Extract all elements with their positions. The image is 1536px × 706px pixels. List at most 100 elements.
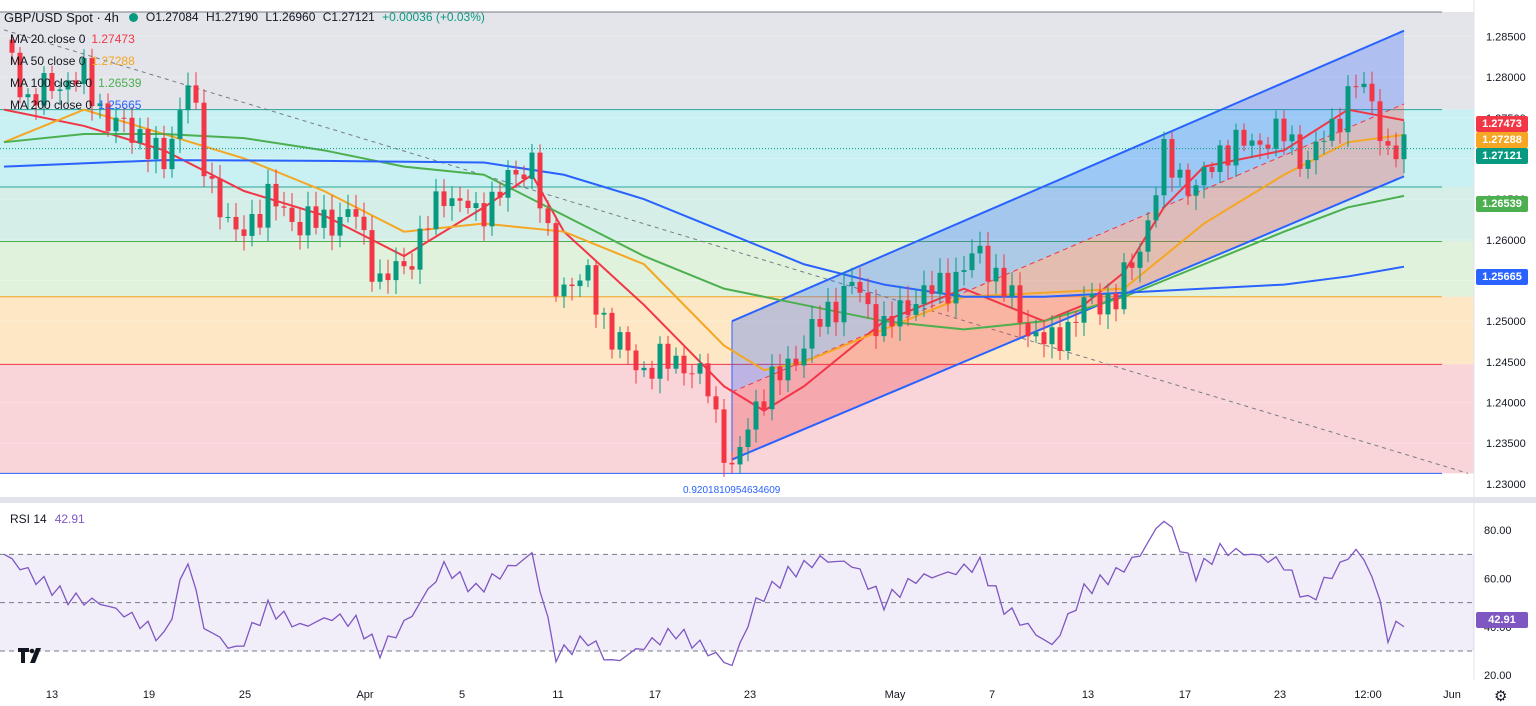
candle-body	[809, 318, 815, 349]
candle-body	[1073, 321, 1079, 323]
time-tick-label: 23	[744, 689, 756, 701]
candle-body	[897, 300, 903, 327]
candle-body	[9, 39, 15, 53]
candle-body	[265, 183, 271, 228]
candle-body	[257, 214, 263, 228]
fib-level-label: 0.9201810954634609	[683, 485, 781, 496]
candle-body	[49, 73, 55, 91]
candle-body	[857, 281, 863, 293]
candle-body	[1329, 118, 1335, 141]
time-tick-label: 11	[552, 689, 563, 701]
time-tick-label: 17	[649, 689, 661, 701]
candle-body	[1025, 322, 1031, 337]
candle-body	[953, 271, 959, 304]
ohlc-values: O1.27084 H1.27190 L1.26960 C1.27121 +0.0…	[146, 10, 489, 24]
candle-body	[313, 206, 319, 228]
rsi-tick-label: 60.00	[1484, 574, 1512, 586]
rsi-name: RSI 14	[10, 512, 47, 526]
price-tag-ma200: 1.25665	[1476, 269, 1528, 285]
candle-body	[777, 366, 783, 381]
candle-body	[249, 214, 255, 236]
candle-body	[753, 401, 759, 430]
candle-body	[1001, 267, 1007, 297]
candle-body	[297, 221, 303, 236]
price-tick-label: 1.26000	[1486, 235, 1526, 247]
candle-body	[1185, 169, 1191, 196]
candle-body	[1393, 145, 1399, 160]
candle-body	[1177, 169, 1183, 178]
low-value: L1.26960	[265, 10, 316, 24]
legend-ma20[interactable]: MA 20 close 0 1.27473	[4, 28, 489, 50]
candle-body	[281, 206, 287, 208]
candle-body	[233, 216, 239, 230]
candle-body	[1377, 101, 1383, 142]
moving-average-line	[3, 108, 1405, 412]
rsi-legend[interactable]: RSI 14 42.91	[10, 512, 93, 526]
candle-body	[425, 228, 431, 230]
legend-ma200[interactable]: MA 200 close 0 1.25665	[4, 94, 489, 116]
candle-body	[1297, 134, 1303, 169]
time-tick-label: Apr	[356, 689, 373, 701]
candle-body	[633, 350, 639, 371]
candle-body	[521, 174, 527, 179]
price-tick-label: 1.28000	[1486, 72, 1526, 84]
candle-body	[417, 228, 423, 270]
candle-body	[1337, 118, 1343, 133]
candle-body	[161, 137, 167, 170]
candle-body	[593, 265, 599, 315]
candle-body	[641, 367, 647, 371]
candle-body	[585, 265, 591, 281]
candle-body	[1249, 140, 1255, 146]
candle-body	[801, 348, 807, 366]
settings-gear-icon[interactable]: ⚙	[1494, 688, 1508, 705]
candle-body	[785, 358, 791, 381]
legend-ma50[interactable]: MA 50 close 0 1.27288	[4, 50, 489, 72]
candle-body	[193, 85, 199, 103]
candle-body	[945, 272, 951, 304]
candle-body	[721, 409, 727, 463]
candle-body	[1161, 139, 1167, 196]
legend-ma100[interactable]: MA 100 close 0 1.26539	[4, 72, 489, 94]
candle-body	[337, 216, 343, 236]
time-tick-label: Jun	[1443, 689, 1461, 701]
candle-body	[561, 284, 567, 297]
candle-body	[1137, 251, 1143, 268]
candle-body	[1209, 166, 1215, 172]
candle-body	[1201, 166, 1207, 186]
candle-body	[577, 280, 583, 287]
time-tick-label: 13	[1082, 689, 1094, 701]
price-tag-ma100: 1.26539	[1476, 196, 1528, 212]
price-tick-label: 1.28500	[1486, 31, 1526, 43]
candle-body	[1033, 332, 1039, 337]
symbol-header: GBP/USD Spot · 4h O1.27084 H1.27190 L1.2…	[4, 6, 489, 28]
candle-body	[681, 355, 687, 374]
candle-body	[305, 206, 311, 236]
symbol-title[interactable]: GBP/USD Spot · 4h	[4, 9, 119, 25]
candle-body	[273, 183, 279, 207]
time-tick-label: 23	[1274, 689, 1286, 701]
legend-ma100-name: MA 100 close 0	[10, 76, 93, 90]
legend-ma50-name: MA 50 close 0	[10, 54, 86, 68]
candle-body	[1305, 160, 1311, 169]
candle-body	[1065, 321, 1071, 352]
time-tick-label: 12:00	[1354, 689, 1382, 701]
tradingview-logo-icon[interactable]	[16, 644, 44, 666]
candle-body	[377, 273, 383, 282]
candle-body	[569, 284, 575, 287]
time-tick-label: 19	[143, 689, 155, 701]
candle-body	[665, 343, 671, 369]
candle-body	[1321, 140, 1327, 142]
candle-body	[1257, 140, 1263, 145]
time-tick-label: 17	[1179, 689, 1191, 701]
candle-body	[409, 266, 415, 270]
price-tag-ma50: 1.27288	[1476, 132, 1528, 148]
candle-body	[137, 129, 143, 143]
candle-body	[1401, 134, 1407, 160]
candle-body	[729, 462, 735, 465]
candle-body	[1241, 129, 1247, 146]
candle-body	[545, 208, 551, 224]
candle-body	[497, 191, 503, 198]
candle-body	[929, 285, 935, 295]
